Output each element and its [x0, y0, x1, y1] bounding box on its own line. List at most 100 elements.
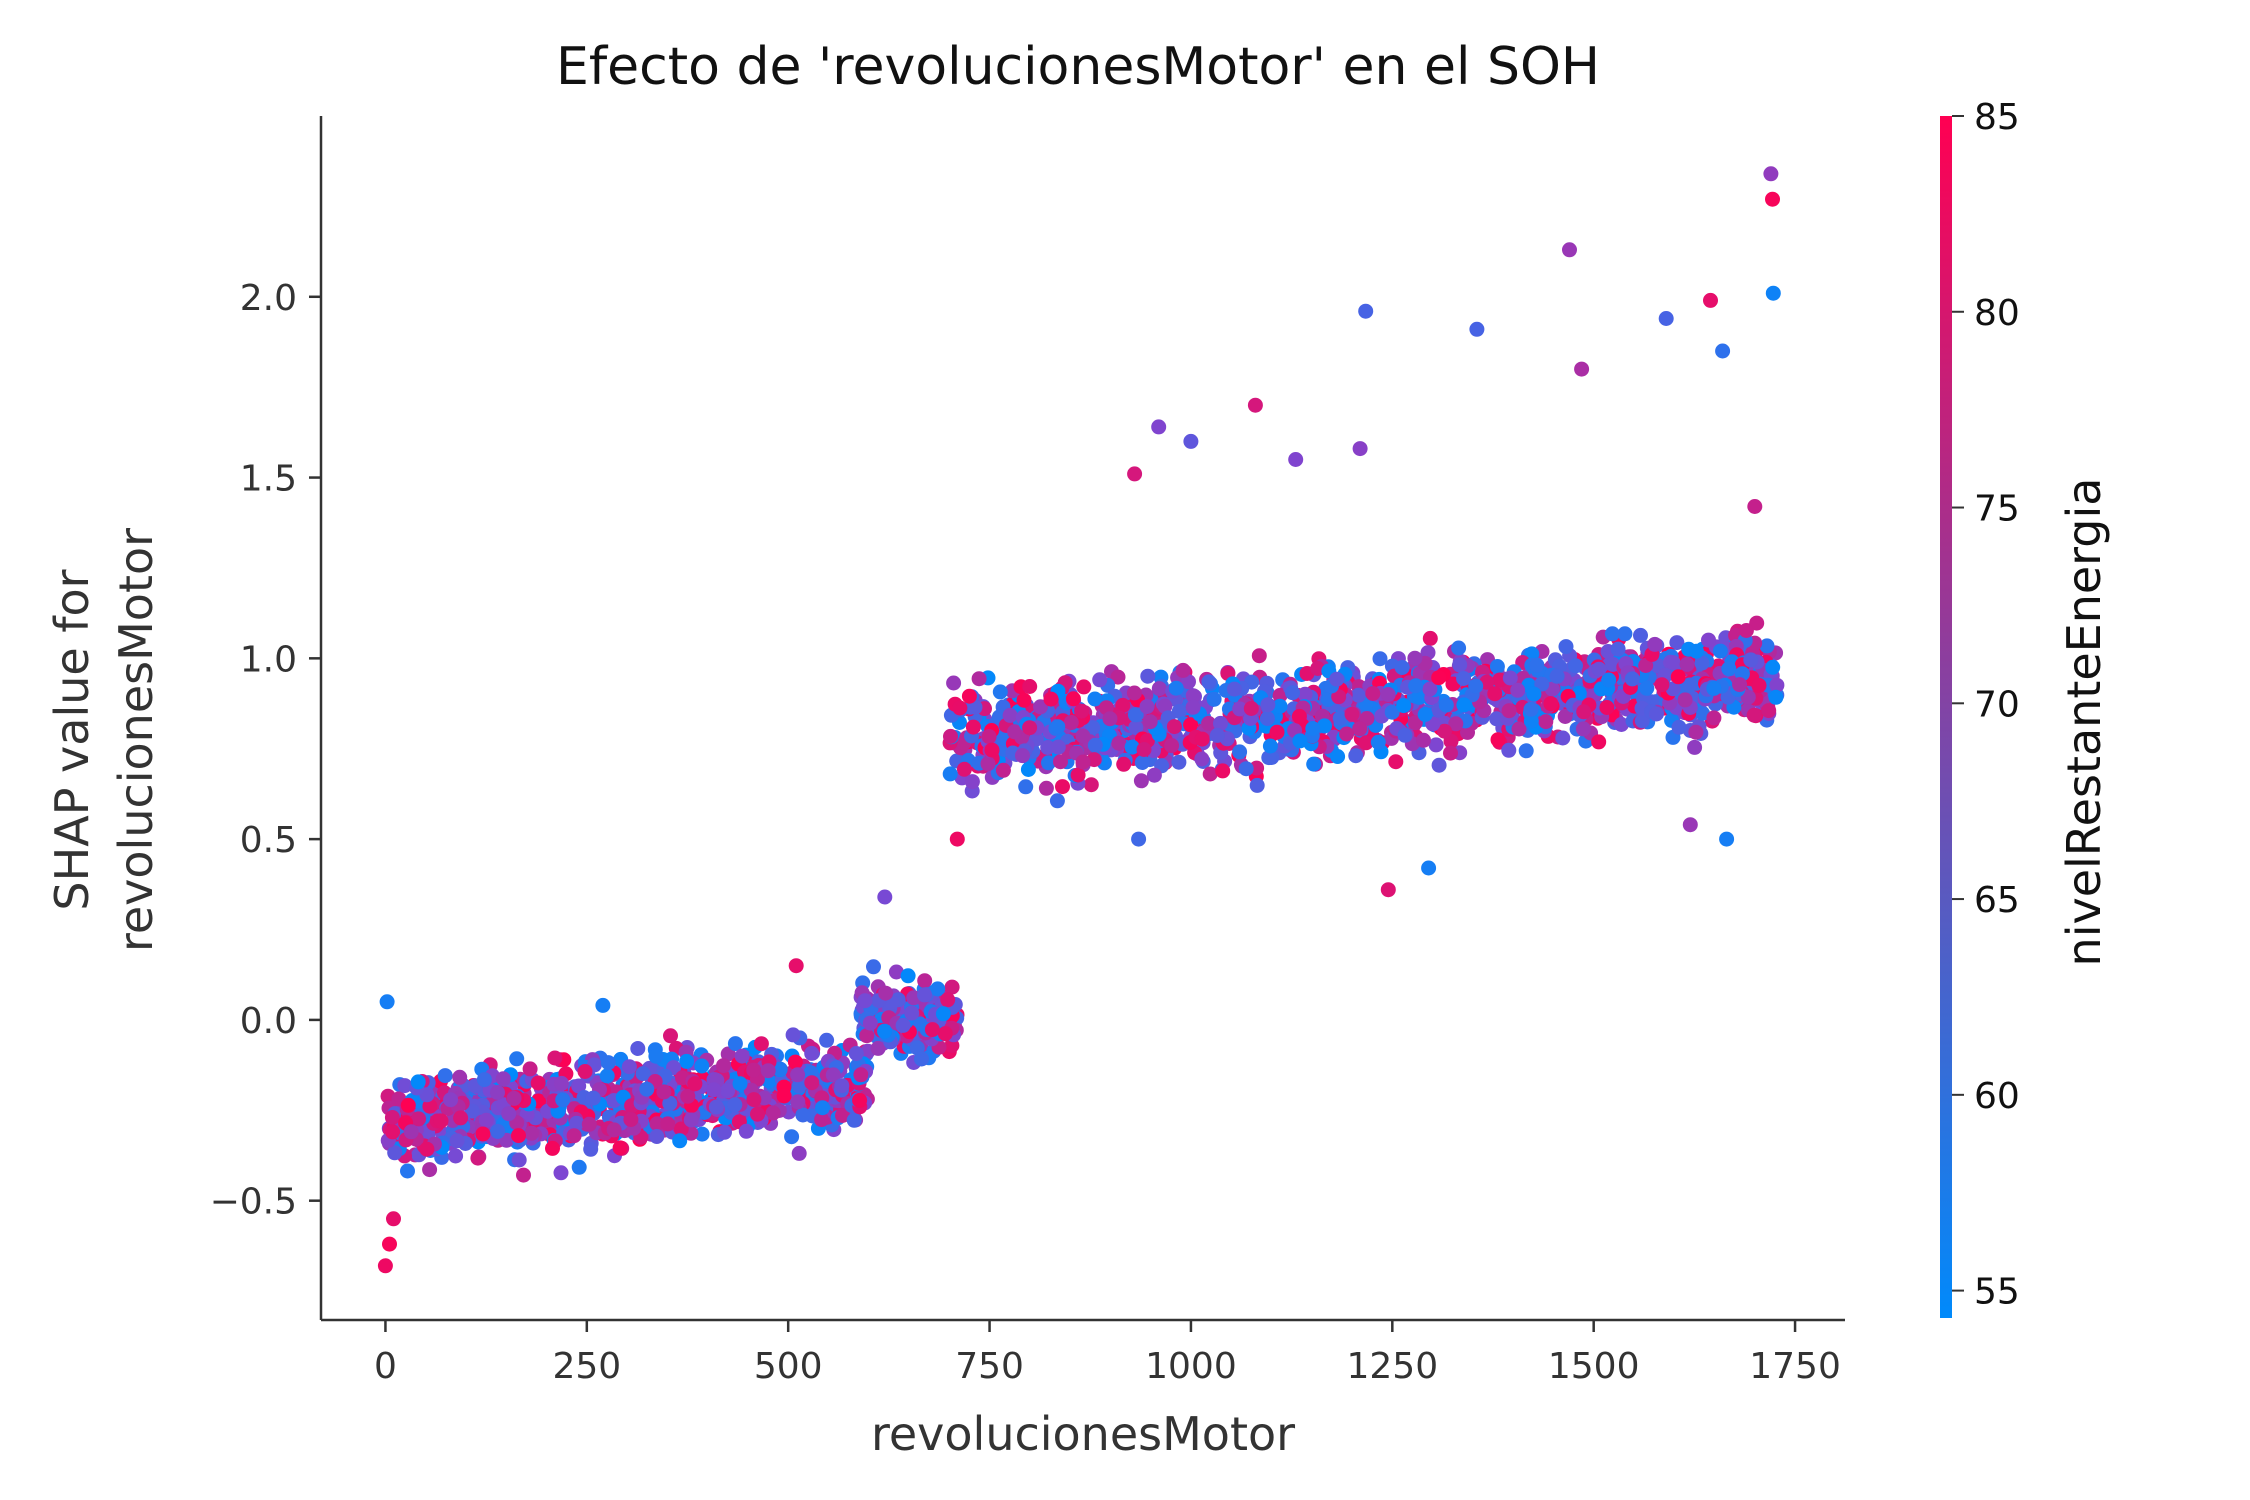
- scatter-point: [727, 1097, 743, 1113]
- scatter-point: [1417, 707, 1433, 722]
- scatter-point: [1018, 779, 1034, 795]
- x-tick-label: 1500: [1548, 1346, 1640, 1387]
- y-axis-label-line-1: SHAP value for: [45, 569, 99, 910]
- x-tick-label: 1250: [1346, 1346, 1438, 1387]
- scatter-point: [815, 1100, 830, 1116]
- scatter-point: [1272, 687, 1288, 703]
- scatter-point: [1116, 756, 1132, 772]
- scatter-point: [660, 1116, 676, 1132]
- scatter-point: [738, 1123, 754, 1139]
- scatter-point: [1768, 689, 1784, 705]
- y-tick-label: 0.0: [240, 1001, 297, 1042]
- scatter-point: [1232, 701, 1248, 717]
- scatter-point: [956, 761, 972, 777]
- scatter-point: [964, 774, 980, 790]
- scatter-point: [1703, 292, 1718, 308]
- scatter-point: [1007, 724, 1023, 740]
- scatter-point: [1706, 680, 1722, 696]
- scatter-point: [524, 1125, 540, 1141]
- scatter-point: [1670, 669, 1686, 685]
- scatter-point: [1269, 724, 1285, 740]
- scatter-point: [571, 1078, 587, 1094]
- scatter-point: [1437, 723, 1452, 739]
- scatter-point: [1682, 677, 1698, 693]
- scatter-point: [397, 1078, 413, 1094]
- scatter-point: [1185, 688, 1201, 704]
- scatter-point: [1016, 692, 1032, 708]
- scatter-point: [1262, 738, 1278, 754]
- scatter-point: [980, 756, 996, 772]
- scatter-point: [511, 1152, 527, 1168]
- scatter-point: [1624, 671, 1640, 687]
- scatter-point: [1351, 687, 1366, 703]
- scatter-point: [476, 1072, 492, 1088]
- scatter-point: [599, 1068, 615, 1084]
- scatter-point: [760, 1063, 776, 1079]
- scatter-point: [716, 1058, 731, 1074]
- scatter-point: [1015, 748, 1030, 764]
- scatter-point: [1647, 636, 1663, 652]
- scatter-point: [1469, 321, 1485, 337]
- scatter-point: [1055, 779, 1070, 795]
- scatter-point: [1407, 715, 1423, 731]
- scatter-point: [814, 1112, 830, 1128]
- scatter-point: [1448, 716, 1464, 732]
- scatter-point: [1053, 754, 1068, 770]
- scatter-point: [944, 979, 960, 995]
- scatter-point: [649, 1129, 665, 1144]
- scatter-point: [1111, 735, 1127, 751]
- scatter-point: [1226, 681, 1242, 697]
- x-tick-label: 500: [754, 1346, 823, 1387]
- scatter-point: [437, 1068, 453, 1084]
- scatter-point: [630, 1041, 646, 1056]
- scatter-point: [581, 1116, 597, 1132]
- scatter-point: [1332, 710, 1348, 726]
- scatter-point: [1110, 669, 1126, 685]
- scatter-point: [857, 993, 873, 1009]
- scatter-point: [1562, 242, 1577, 258]
- scatter-point: [1131, 831, 1147, 847]
- scatter-point: [1604, 626, 1620, 642]
- scatter-point: [1408, 678, 1424, 694]
- scatter-point: [1083, 777, 1099, 793]
- scatter-point: [516, 1167, 531, 1183]
- scatter-point: [895, 1017, 911, 1033]
- scatter-point: [804, 1045, 820, 1061]
- scatter-point: [1428, 737, 1444, 753]
- scatter-point: [1443, 745, 1458, 761]
- scatter-point: [835, 1108, 850, 1123]
- scatter-point: [1259, 711, 1275, 726]
- scatter-point: [545, 1140, 560, 1156]
- scatter-point: [1087, 737, 1103, 753]
- scatter-point: [1092, 672, 1108, 688]
- scatter-point: [1538, 714, 1554, 730]
- scatter-point: [1510, 682, 1526, 698]
- scatter-point: [522, 1061, 538, 1077]
- scatter-point: [1151, 681, 1167, 697]
- scatter-point: [1209, 727, 1225, 743]
- scatter-point: [949, 831, 965, 847]
- scatter-point: [1738, 623, 1754, 638]
- scatter-point: [433, 1113, 449, 1129]
- scatter-point: [1070, 767, 1086, 783]
- scatter-point: [1599, 700, 1615, 715]
- colorbar-tick-label: 55: [1974, 1272, 2020, 1313]
- scatter-point: [621, 1059, 637, 1075]
- scatter-point: [1732, 677, 1748, 693]
- scatter-point: [1126, 685, 1142, 701]
- scatter-point: [1339, 726, 1355, 742]
- scatter-point: [385, 1124, 401, 1140]
- scatter-point: [784, 1129, 800, 1145]
- scatter-point: [478, 1112, 494, 1128]
- scatter-point: [930, 981, 946, 997]
- scatter-point: [639, 1081, 655, 1097]
- scatter-point: [672, 1133, 688, 1149]
- scatter-point: [825, 1067, 841, 1083]
- scatter-point: [1134, 755, 1150, 770]
- scatter-point: [501, 1106, 517, 1122]
- scatter-point: [679, 1053, 695, 1069]
- scatter-point: [662, 1095, 678, 1111]
- scatter-point: [940, 992, 956, 1008]
- scatter-point: [530, 1075, 546, 1091]
